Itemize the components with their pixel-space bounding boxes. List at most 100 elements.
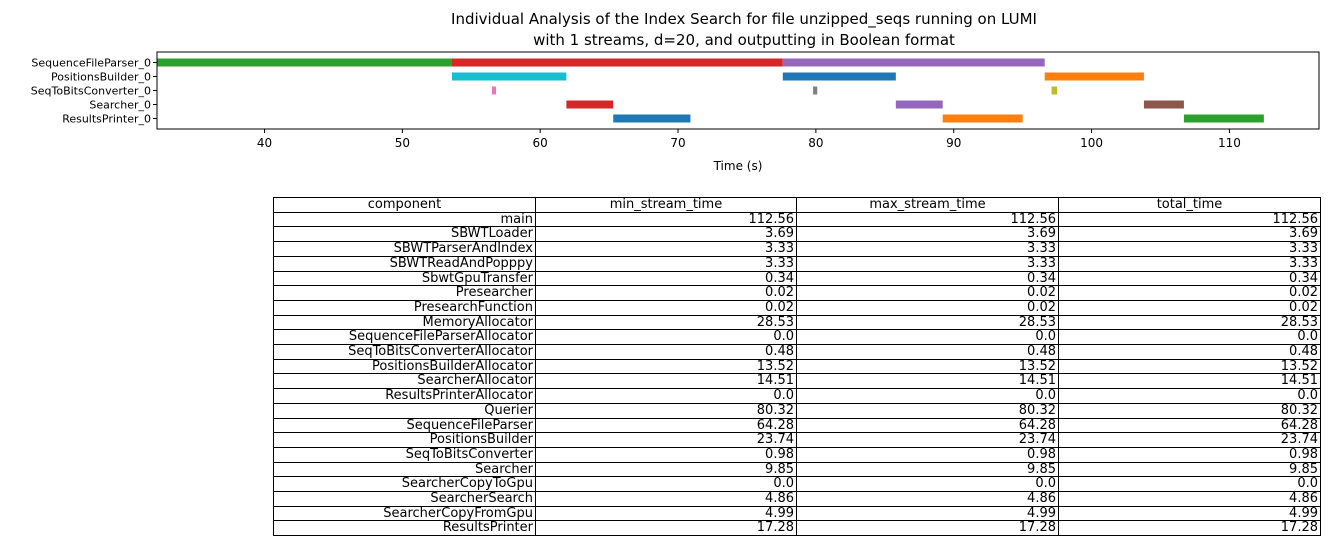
table-cell: 0.98 xyxy=(796,446,1059,463)
table-cell: 0.0 xyxy=(796,329,1059,346)
table-cell: 0.34 xyxy=(796,270,1059,287)
table-row: SBWTReadAndPopppy 3.33 3.33 3.33 xyxy=(273,255,1321,272)
table-cell: SearcherSearch xyxy=(273,491,536,507)
table-cell: 14.51 xyxy=(535,373,797,390)
table-row: PositionsBuilderAllocator 13.52 13.52 13.52 xyxy=(273,358,1321,375)
table-cell: 14.51 xyxy=(1058,373,1321,390)
table-cell: PositionsBuilderAllocator xyxy=(273,358,536,375)
table-cell: 4.99 xyxy=(535,505,797,522)
table-column-header: total_time xyxy=(1058,197,1321,213)
table-cell: 112.56 xyxy=(796,211,1059,228)
x-axis-label: Time (s) xyxy=(713,159,763,173)
table-cell: 4.99 xyxy=(796,505,1059,522)
table-row: PresearchFunction 0.02 0.02 0.02 xyxy=(273,299,1321,316)
y-tick-label: PositionsBuilder_0 xyxy=(51,71,151,84)
x-tick-label: 100 xyxy=(1080,136,1103,150)
x-tick-label: 90 xyxy=(946,136,961,150)
table-cell: 13.52 xyxy=(1058,358,1321,375)
table-cell: 3.33 xyxy=(1058,241,1321,257)
y-tick-label: Searcher_0 xyxy=(89,99,151,112)
table-cell: 64.28 xyxy=(1058,417,1321,434)
table-cell: 112.56 xyxy=(535,211,797,228)
table-cell: SearcherAllocator xyxy=(273,373,536,390)
chart-title: Individual Analysis of the Index Search … xyxy=(451,10,1037,29)
table-cell: 0.02 xyxy=(796,285,1059,301)
table-cell: 0.0 xyxy=(1058,388,1321,404)
table-cell: 3.69 xyxy=(796,226,1059,243)
timeline-bar xyxy=(942,114,1023,123)
table-row: SBWTLoader 3.69 3.69 3.69 xyxy=(273,226,1321,243)
table-cell: 0.0 xyxy=(1058,329,1321,346)
table-cell: Presearcher xyxy=(273,285,536,301)
timeline-bar xyxy=(1143,100,1184,109)
x-tick-label: 80 xyxy=(808,136,823,150)
table-cell: 9.85 xyxy=(535,461,797,478)
table-cell: 4.86 xyxy=(535,491,797,507)
table-column-header: min_stream_time xyxy=(535,197,797,213)
y-tick-label: SeqToBitsConverter_0 xyxy=(31,85,151,98)
table-cell: 0.48 xyxy=(796,344,1059,360)
table-cell: 0.0 xyxy=(535,388,797,404)
table-row: main 112.56 112.56 112.56 xyxy=(273,211,1321,228)
table-cell: 4.86 xyxy=(796,491,1059,507)
y-tick-label: ResultsPrinter_0 xyxy=(62,113,151,126)
timeline-bar xyxy=(895,100,943,109)
timeline-bar xyxy=(1044,72,1144,81)
timeline-bar xyxy=(491,86,497,95)
table-row: SequenceFileParser 64.28 64.28 64.28 xyxy=(273,417,1321,434)
table-cell: 0.02 xyxy=(1058,299,1321,316)
table-cell: ResultsPrinter xyxy=(273,520,536,537)
table-cell: 17.28 xyxy=(1058,520,1321,537)
x-tick-label: 70 xyxy=(670,136,685,150)
table-cell: 9.85 xyxy=(1058,461,1321,478)
table-cell: 3.33 xyxy=(796,241,1059,257)
timeline-bar xyxy=(782,58,1045,67)
table-cell: SequenceFileParser xyxy=(273,417,536,434)
table-cell: 9.85 xyxy=(796,461,1059,478)
table-cell: PositionsBuilder xyxy=(273,432,536,448)
table-cell: 0.02 xyxy=(1058,285,1321,301)
timeline-bar xyxy=(782,72,896,81)
table-row: SearcherCopyToGpu 0.0 0.0 0.0 xyxy=(273,476,1321,493)
stats-table: component min_stream_time max_stream_time t… xyxy=(273,197,1321,537)
table-row: ResultsPrinter 17.28 17.28 17.28 xyxy=(273,520,1321,537)
table-cell: 0.48 xyxy=(535,344,797,360)
table-cell: 23.74 xyxy=(1058,432,1321,448)
table-cell: 0.48 xyxy=(1058,344,1321,360)
table-cell: SBWTParserAndIndex xyxy=(273,241,536,257)
table-cell: SeqToBitsConverterAllocator xyxy=(273,344,536,360)
table-cell: 64.28 xyxy=(796,417,1059,434)
timeline-bar xyxy=(613,114,691,123)
table-cell: 3.33 xyxy=(535,255,797,272)
table-cell: Querier xyxy=(273,402,536,419)
table-cell: 0.0 xyxy=(535,476,797,493)
table-row: SeqToBitsConverter 0.98 0.98 0.98 xyxy=(273,446,1321,463)
table-row: Querier 80.32 80.32 80.32 xyxy=(273,402,1321,419)
table-cell: 3.69 xyxy=(535,226,797,243)
timeline-bar xyxy=(1051,86,1058,95)
table-row: SBWTParserAndIndex 3.33 3.33 3.33 xyxy=(273,241,1321,257)
table-cell: 0.0 xyxy=(535,329,797,346)
table-row: SeqToBitsConverterAllocator 0.48 0.48 0.48 xyxy=(273,344,1321,360)
x-tick-label: 40 xyxy=(257,136,272,150)
table-row: MemoryAllocator 28.53 28.53 28.53 xyxy=(273,314,1321,331)
table-cell: SeqToBitsConverter xyxy=(273,446,536,463)
table-cell: 17.28 xyxy=(535,520,797,537)
timeline-bar xyxy=(566,100,614,109)
table-cell: 0.34 xyxy=(535,270,797,287)
timeline-bar xyxy=(157,58,452,67)
table-column-header: max_stream_time xyxy=(796,197,1059,213)
x-tick-label: 60 xyxy=(533,136,548,150)
table-cell: PresearchFunction xyxy=(273,299,536,316)
table-cell: 3.33 xyxy=(1058,255,1321,272)
table-cell: 13.52 xyxy=(796,358,1059,375)
table-row: ResultsPrinterAllocator 0.0 0.0 0.0 xyxy=(273,388,1321,404)
table-row: SbwtGpuTransfer 0.34 0.34 0.34 xyxy=(273,270,1321,287)
table-row: Presearcher 0.02 0.02 0.02 xyxy=(273,285,1321,301)
table-cell: 28.53 xyxy=(796,314,1059,331)
table-cell: 0.0 xyxy=(796,476,1059,493)
bars-layer xyxy=(157,58,1264,123)
table-cell: 0.34 xyxy=(1058,270,1321,287)
table-cell: 0.0 xyxy=(796,388,1059,404)
table-cell: SBWTReadAndPopppy xyxy=(273,255,536,272)
